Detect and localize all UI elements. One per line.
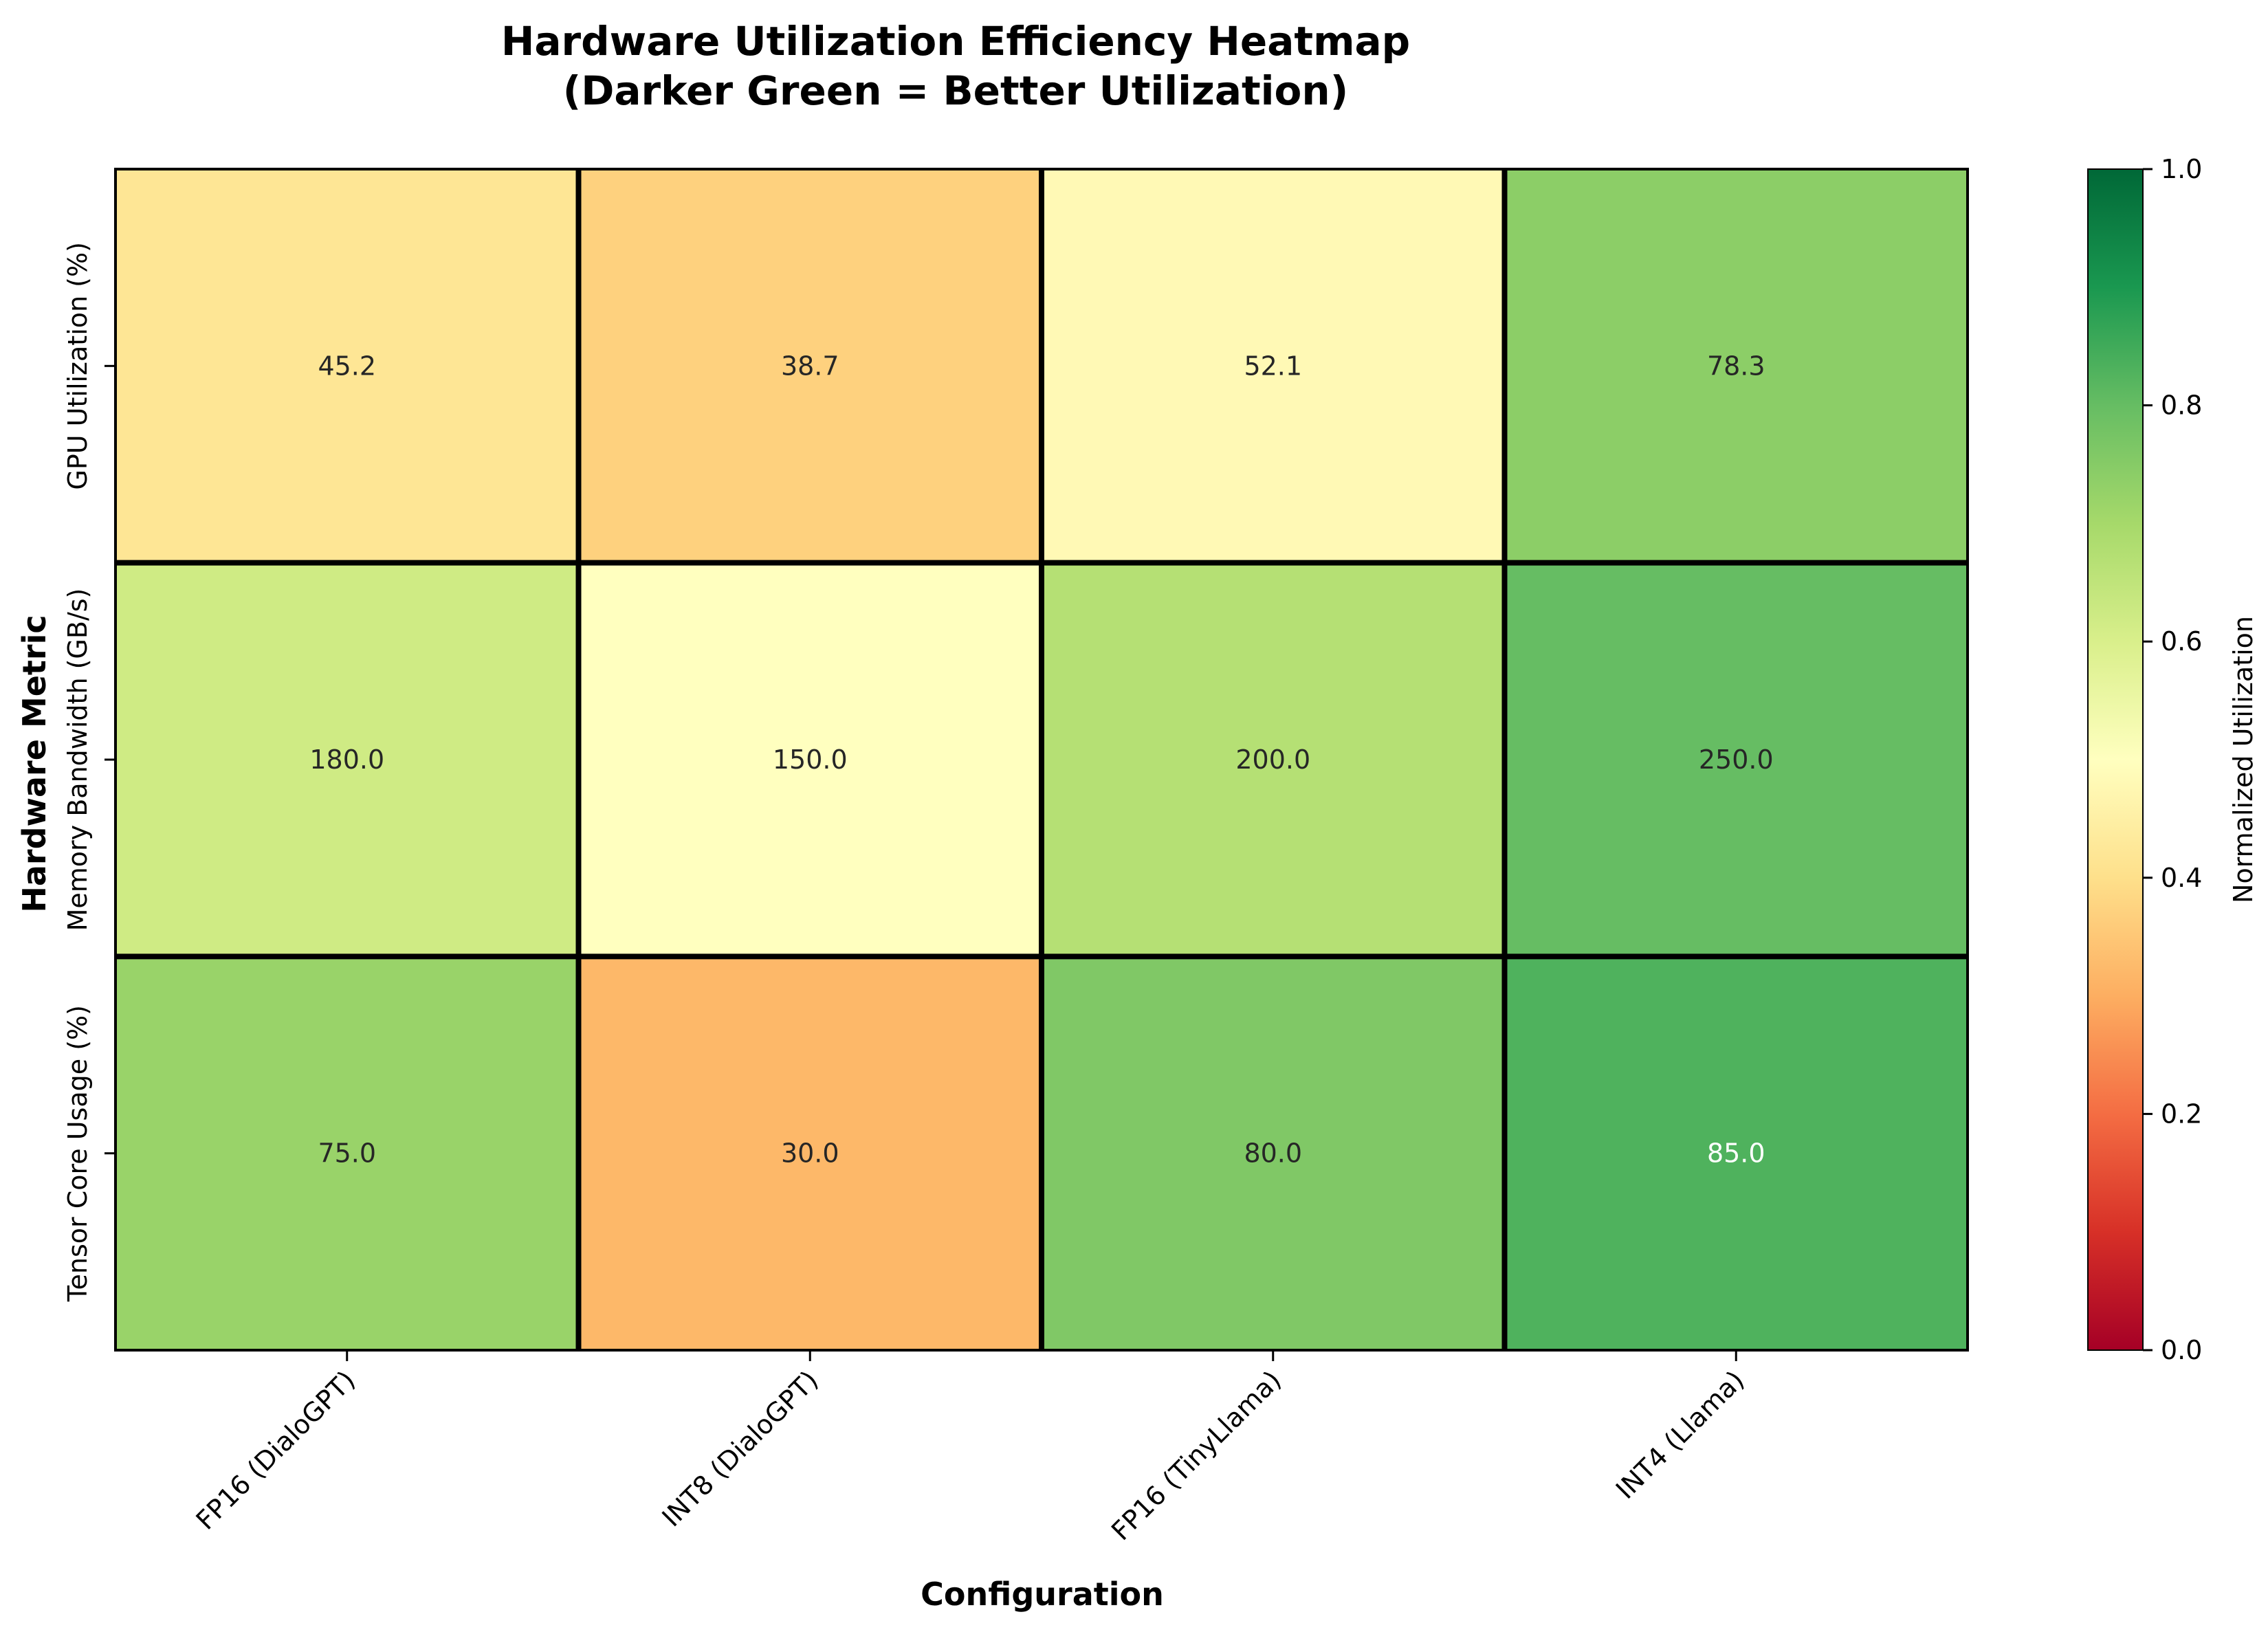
heatmap-cell bbox=[115, 956, 579, 1350]
cell-value-label: 45.2 bbox=[318, 351, 376, 381]
cell-value-label: 150.0 bbox=[773, 745, 848, 775]
colorbar: 0.0 0.2 0.4 0.6 0.8 1.0 Normalized Utilizatio… bbox=[2087, 154, 2258, 1365]
heatmap-cell bbox=[1504, 562, 1968, 957]
heatmap-cell bbox=[578, 956, 1042, 1350]
colorbar-label: Normalized Utilization bbox=[2228, 616, 2258, 903]
cell-value-label: 200.0 bbox=[1235, 745, 1310, 775]
x-tick-label: FP16 (DialoGPT) bbox=[190, 1365, 361, 1535]
y-tick-label: GPU Utilization (%) bbox=[63, 242, 93, 490]
colorbar-tick-label: 0.8 bbox=[2161, 390, 2202, 421]
colorbar-tick-label: 0.2 bbox=[2161, 1099, 2202, 1129]
x-tick-label: INT4 (Llama) bbox=[1610, 1365, 1750, 1505]
cell-value-label: 75.0 bbox=[318, 1138, 376, 1169]
colorbar-gradient bbox=[2087, 168, 2144, 1351]
cell-value-label: 52.1 bbox=[1244, 351, 1302, 381]
colorbar-ticks: 0.0 0.2 0.4 0.6 0.8 1.0 bbox=[2143, 154, 2202, 1365]
cell-value-label: 80.0 bbox=[1244, 1138, 1302, 1169]
cell-value-label: 38.7 bbox=[781, 351, 839, 381]
colorbar-tick-label: 0.0 bbox=[2161, 1335, 2202, 1365]
cell-value-label: 180.0 bbox=[309, 745, 384, 775]
chart-subtitle: (Darker Green = Better Utilization) bbox=[563, 67, 1348, 114]
heatmap-cell bbox=[1504, 956, 1968, 1350]
cell-value-label: 85.0 bbox=[1707, 1138, 1765, 1169]
colorbar-tick-label: 0.4 bbox=[2161, 863, 2202, 893]
x-tick-label: FP16 (TinyLlama) bbox=[1105, 1365, 1287, 1546]
heatmap-cell bbox=[578, 562, 1042, 957]
heatmap-cell bbox=[1042, 169, 1505, 563]
heatmap-cell bbox=[1042, 562, 1505, 957]
heatmap-cell bbox=[1042, 956, 1505, 1350]
cell-value-label: 250.0 bbox=[1699, 745, 1774, 775]
colorbar-tick-label: 0.6 bbox=[2161, 626, 2202, 657]
heatmap-cells: 45.2 38.7 52.1 78.3 180.0 150.0 200.0 250.0 75.0… bbox=[114, 168, 1969, 1352]
colorbar-tick-label: 1.0 bbox=[2161, 154, 2202, 184]
chart-title: Hardware Utilization Efficiency Heatmap bbox=[501, 18, 1410, 65]
heatmap-cell bbox=[115, 169, 579, 563]
x-axis-label: Configuration bbox=[921, 1576, 1164, 1613]
cell-value-label: 30.0 bbox=[781, 1138, 839, 1169]
y-axis-label: Hardware Metric bbox=[16, 615, 53, 912]
y-axis-ticks: GPU Utilization (%) Memory Bandwidth (GB/… bbox=[63, 242, 115, 1302]
heatmap-cell bbox=[1504, 169, 1968, 563]
y-tick-label: Memory Bandwidth (GB/s) bbox=[63, 588, 93, 931]
heatmap-cell bbox=[115, 562, 579, 957]
cell-value-label: 78.3 bbox=[1707, 351, 1765, 381]
y-tick-label: Tensor Core Usage (%) bbox=[63, 1005, 93, 1302]
x-tick-label: INT8 (DialoGPT) bbox=[656, 1365, 824, 1532]
x-axis-ticks: FP16 (DialoGPT) INT8 (DialoGPT) FP16 (Tiny… bbox=[190, 1350, 1750, 1546]
heatmap-cell bbox=[578, 169, 1042, 563]
